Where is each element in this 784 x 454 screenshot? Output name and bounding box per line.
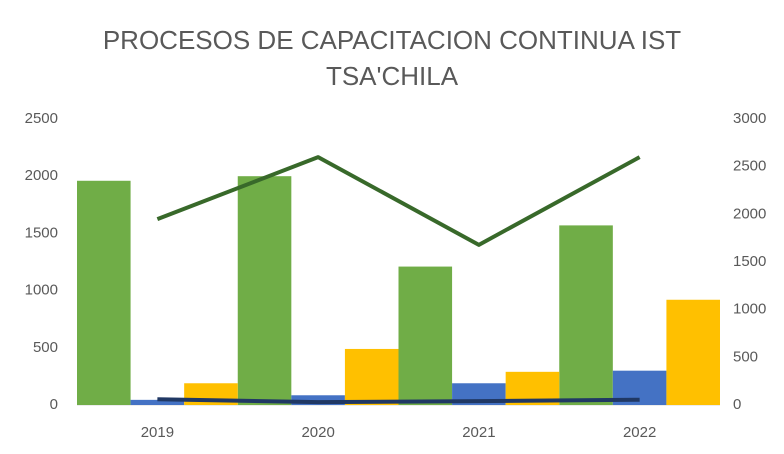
y2-tick-label: 1000 [733,301,766,318]
y-tick-label: 0 [50,396,58,413]
bar [666,299,720,405]
bar [559,225,613,405]
x-tick-label: 2022 [623,424,656,441]
y2-tick-label: 3000 [733,110,766,127]
bar [77,180,131,405]
chart-title: PROCESOS DE CAPACITACION CONTINUA IST TS… [102,25,682,91]
line [157,397,640,405]
line [156,155,641,247]
bar [291,395,345,405]
bar [398,266,453,405]
x-tick-label: 2021 [462,424,495,441]
y-tick-label: 2500 [25,110,58,127]
bar [344,348,399,405]
y2-tick-label: 2500 [733,158,766,175]
y2-tick-label: 0 [733,396,741,413]
bar [237,176,292,405]
x-tick-label: 2019 [141,424,174,441]
y-tick-label: 500 [33,339,58,356]
x-tick-label: 2020 [301,424,334,441]
y-tick-label: 1500 [25,224,58,241]
y2-tick-label: 500 [733,348,758,365]
y2-tick-label: 2000 [733,205,766,222]
y-tick-label: 2000 [25,167,58,184]
y-tick-label: 1000 [25,282,58,299]
bar [130,399,185,405]
y2-tick-label: 1500 [733,253,766,270]
